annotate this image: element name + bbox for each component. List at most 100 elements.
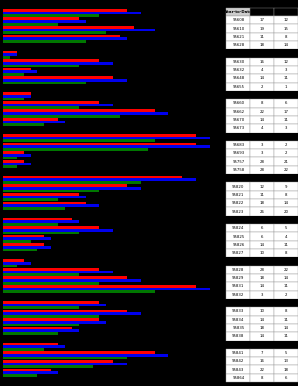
Bar bbox=[3, 35, 120, 37]
Bar bbox=[3, 240, 31, 243]
Bar bbox=[3, 134, 196, 137]
Bar bbox=[3, 220, 79, 223]
Bar bbox=[3, 276, 127, 279]
Bar bbox=[3, 143, 196, 146]
Bar bbox=[3, 351, 155, 354]
Bar bbox=[3, 249, 38, 251]
Bar bbox=[3, 365, 93, 368]
Bar bbox=[3, 304, 106, 306]
Bar bbox=[3, 51, 17, 53]
Bar bbox=[3, 226, 100, 229]
Bar bbox=[3, 71, 38, 73]
Bar bbox=[3, 118, 58, 121]
Bar bbox=[3, 312, 141, 315]
Bar bbox=[3, 279, 141, 282]
Bar bbox=[3, 23, 58, 25]
Bar bbox=[3, 176, 182, 178]
Bar bbox=[3, 64, 79, 67]
Bar bbox=[3, 151, 24, 154]
Bar bbox=[3, 237, 51, 240]
Bar bbox=[3, 124, 44, 126]
Bar bbox=[3, 187, 141, 190]
Bar bbox=[3, 92, 31, 95]
Bar bbox=[3, 290, 155, 293]
Bar bbox=[3, 268, 100, 271]
Bar bbox=[3, 371, 58, 374]
Bar bbox=[3, 137, 210, 139]
Bar bbox=[3, 271, 113, 273]
Bar bbox=[3, 112, 168, 115]
Bar bbox=[3, 190, 100, 193]
Bar bbox=[3, 196, 86, 198]
Bar bbox=[3, 29, 155, 31]
Bar bbox=[3, 207, 65, 210]
Bar bbox=[3, 285, 196, 288]
Bar bbox=[3, 262, 31, 265]
Bar bbox=[3, 301, 100, 304]
Bar bbox=[3, 345, 65, 348]
Bar bbox=[3, 20, 86, 23]
Bar bbox=[3, 106, 79, 109]
Bar bbox=[3, 198, 58, 201]
Bar bbox=[3, 62, 113, 64]
Bar bbox=[3, 31, 106, 34]
Bar bbox=[3, 315, 100, 318]
Bar bbox=[3, 148, 148, 151]
Bar bbox=[3, 14, 100, 17]
Bar bbox=[3, 73, 24, 76]
Bar bbox=[3, 229, 113, 232]
Bar bbox=[3, 110, 155, 112]
Bar bbox=[3, 310, 127, 312]
Bar bbox=[3, 146, 210, 148]
Bar bbox=[3, 165, 17, 168]
Bar bbox=[3, 288, 210, 290]
Bar bbox=[3, 9, 127, 12]
Bar bbox=[3, 318, 100, 321]
Bar bbox=[3, 178, 196, 181]
Bar bbox=[3, 321, 106, 323]
Bar bbox=[3, 98, 24, 100]
Bar bbox=[3, 259, 24, 262]
Bar bbox=[3, 354, 168, 357]
Bar bbox=[3, 185, 127, 187]
Bar bbox=[3, 12, 141, 14]
Bar bbox=[3, 121, 65, 124]
Bar bbox=[3, 218, 72, 220]
Bar bbox=[3, 56, 10, 59]
Bar bbox=[3, 232, 79, 234]
Bar bbox=[3, 243, 44, 246]
Bar bbox=[3, 330, 79, 332]
Bar bbox=[3, 246, 51, 249]
Bar bbox=[3, 17, 79, 20]
Bar bbox=[3, 306, 79, 309]
Bar bbox=[3, 26, 134, 29]
Bar bbox=[3, 374, 38, 377]
Bar bbox=[3, 68, 31, 71]
Bar bbox=[3, 343, 58, 345]
Bar bbox=[3, 82, 86, 85]
Bar bbox=[3, 139, 155, 142]
Bar bbox=[3, 103, 113, 106]
Bar bbox=[3, 157, 17, 159]
Bar bbox=[3, 193, 79, 196]
Bar bbox=[3, 273, 79, 276]
Bar bbox=[3, 265, 17, 267]
Bar bbox=[3, 235, 44, 237]
Bar bbox=[3, 369, 51, 371]
Bar bbox=[3, 40, 86, 43]
Bar bbox=[3, 282, 100, 284]
Bar bbox=[3, 332, 58, 335]
Bar bbox=[3, 323, 79, 326]
Bar bbox=[3, 37, 127, 40]
Bar bbox=[3, 154, 31, 157]
Bar bbox=[3, 357, 127, 359]
Bar bbox=[3, 101, 100, 103]
Bar bbox=[3, 348, 44, 351]
Bar bbox=[3, 53, 17, 56]
Bar bbox=[3, 76, 113, 79]
Bar bbox=[3, 201, 86, 204]
Bar bbox=[3, 95, 31, 98]
Bar bbox=[3, 223, 58, 226]
Bar bbox=[3, 59, 100, 62]
Bar bbox=[3, 362, 127, 365]
